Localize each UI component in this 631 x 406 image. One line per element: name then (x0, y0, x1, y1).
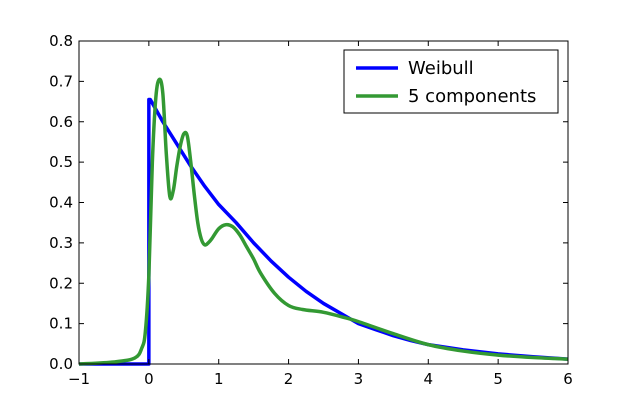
x-tick-label: 4 (424, 370, 434, 388)
x-tick-label: 3 (354, 370, 364, 388)
legend-label-weibull: Weibull (408, 58, 474, 79)
legend: Weibull 5 components (343, 49, 559, 114)
y-tick-label: 0.0 (49, 355, 73, 373)
y-tick-label: 0.5 (49, 153, 73, 171)
x-tick-label: −1 (68, 370, 90, 388)
x-tick-label: 1 (214, 370, 224, 388)
y-tick-label: 0.1 (49, 315, 73, 333)
x-tick-label: 6 (563, 370, 573, 388)
y-tick-label: 0.4 (49, 194, 73, 212)
legend-box (343, 49, 559, 114)
x-tick-label: 5 (493, 370, 503, 388)
legend-label-5-components: 5 components (408, 86, 536, 107)
series-line-5-components (78, 77, 569, 366)
x-tick-label: 2 (284, 370, 294, 388)
y-tick-label: 0.7 (49, 72, 73, 90)
y-tick-label: 0.6 (49, 113, 73, 131)
x-tick-label: 0 (144, 370, 154, 388)
y-tick-label: 0.2 (49, 274, 73, 292)
series-layer (78, 77, 569, 366)
y-tick-label: 0.8 (49, 32, 73, 50)
y-tick-label: 0.3 (49, 234, 73, 252)
plot-frame (78, 40, 569, 365)
